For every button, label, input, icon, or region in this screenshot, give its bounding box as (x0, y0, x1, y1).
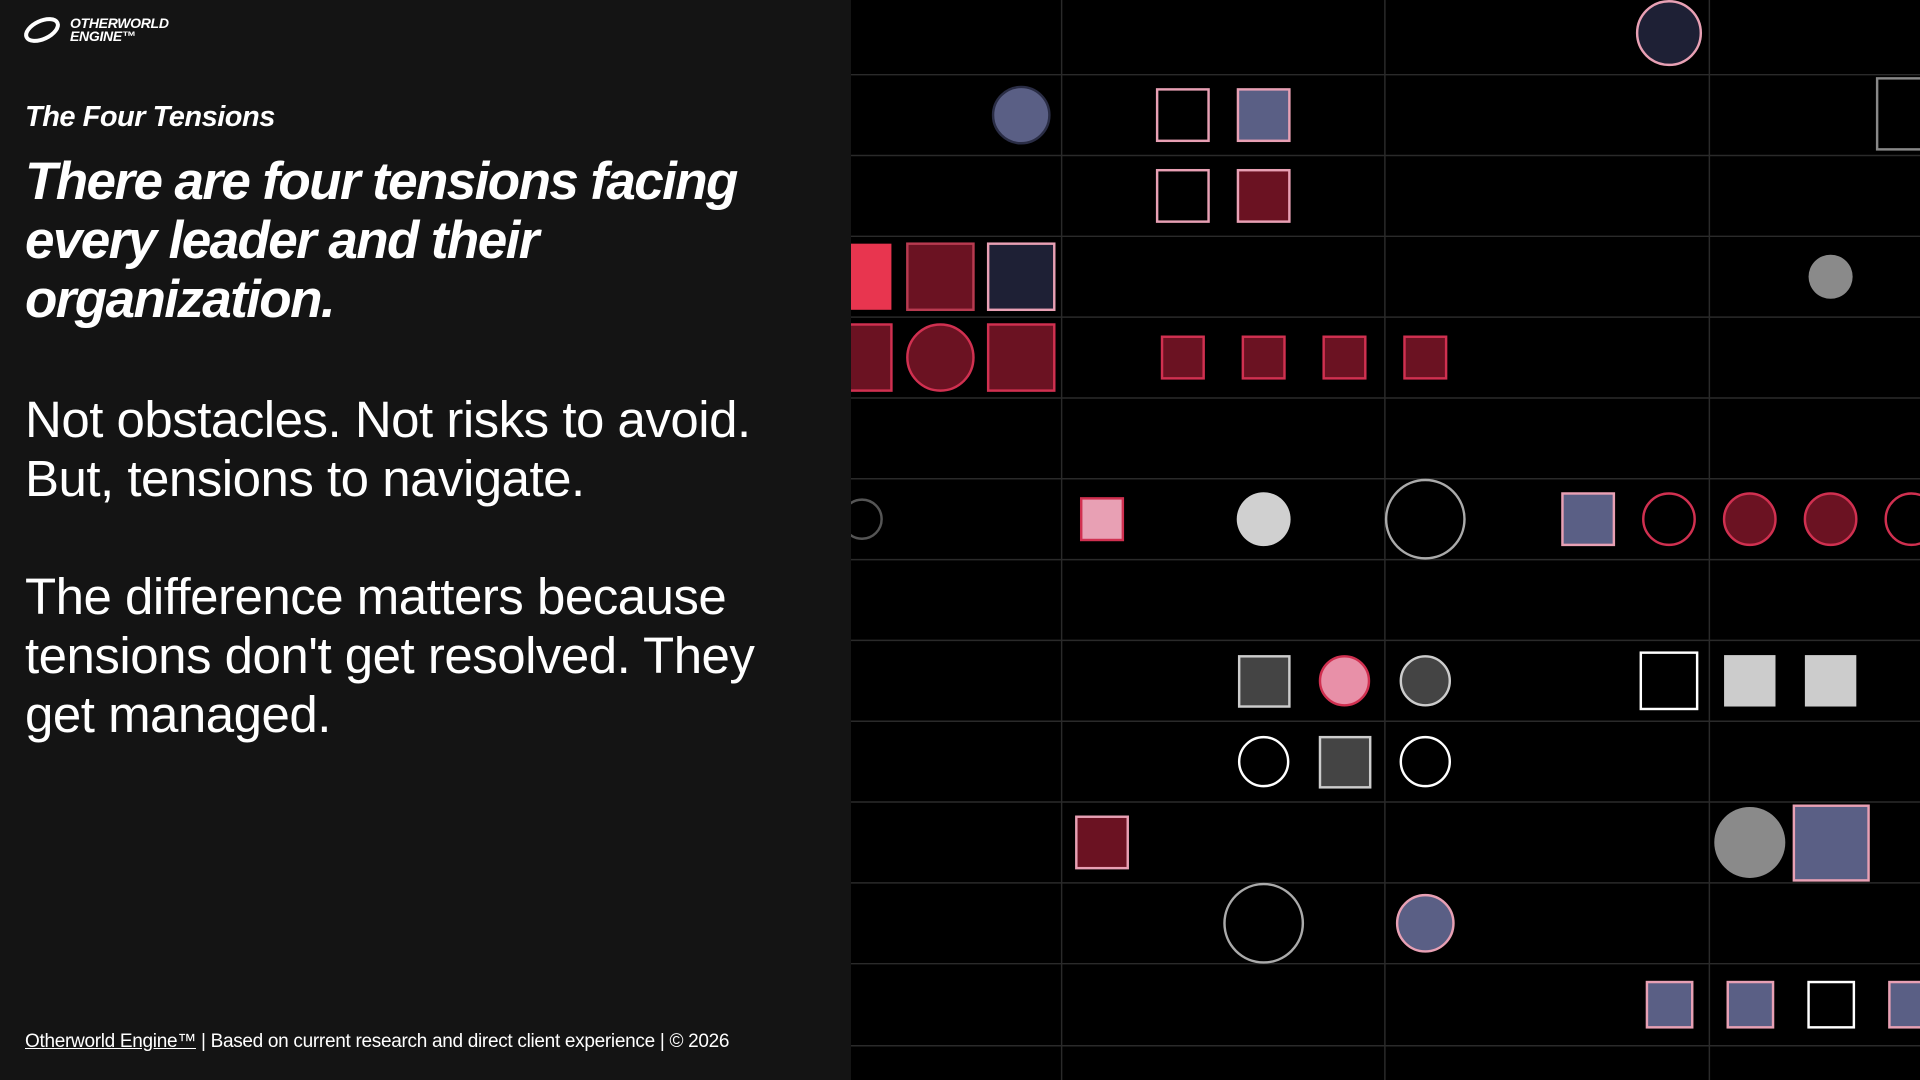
logo-line: OTHERWORLD (70, 15, 169, 31)
headline: There are four tensions facing every lea… (25, 152, 738, 329)
grid-lines (851, 0, 1920, 1080)
logo-icon (24, 17, 60, 43)
logo-line: ENGINE™ (70, 28, 136, 44)
footer: Otherworld Engine™ | Based on current re… (25, 1031, 730, 1053)
logo-text: OTHERWORLD ENGINE™ (70, 15, 169, 44)
paragraph: The difference matters because tensions … (25, 568, 755, 743)
text-panel: OTHERWORLD ENGINE™ The Four Tensions The… (0, 0, 851, 1080)
footer-link[interactable]: Otherworld Engine™ (25, 1031, 196, 1052)
shapes (851, 0, 1920, 1029)
eyebrow: The Four Tensions (25, 101, 275, 133)
footer-text: | Based on current research and direct c… (200, 1031, 730, 1052)
shape-grid (851, 0, 1920, 1080)
paragraph: Not obstacles. Not risks to avoid. But, … (25, 391, 751, 507)
logo[interactable]: OTHERWORLD ENGINE™ (22, 14, 169, 46)
